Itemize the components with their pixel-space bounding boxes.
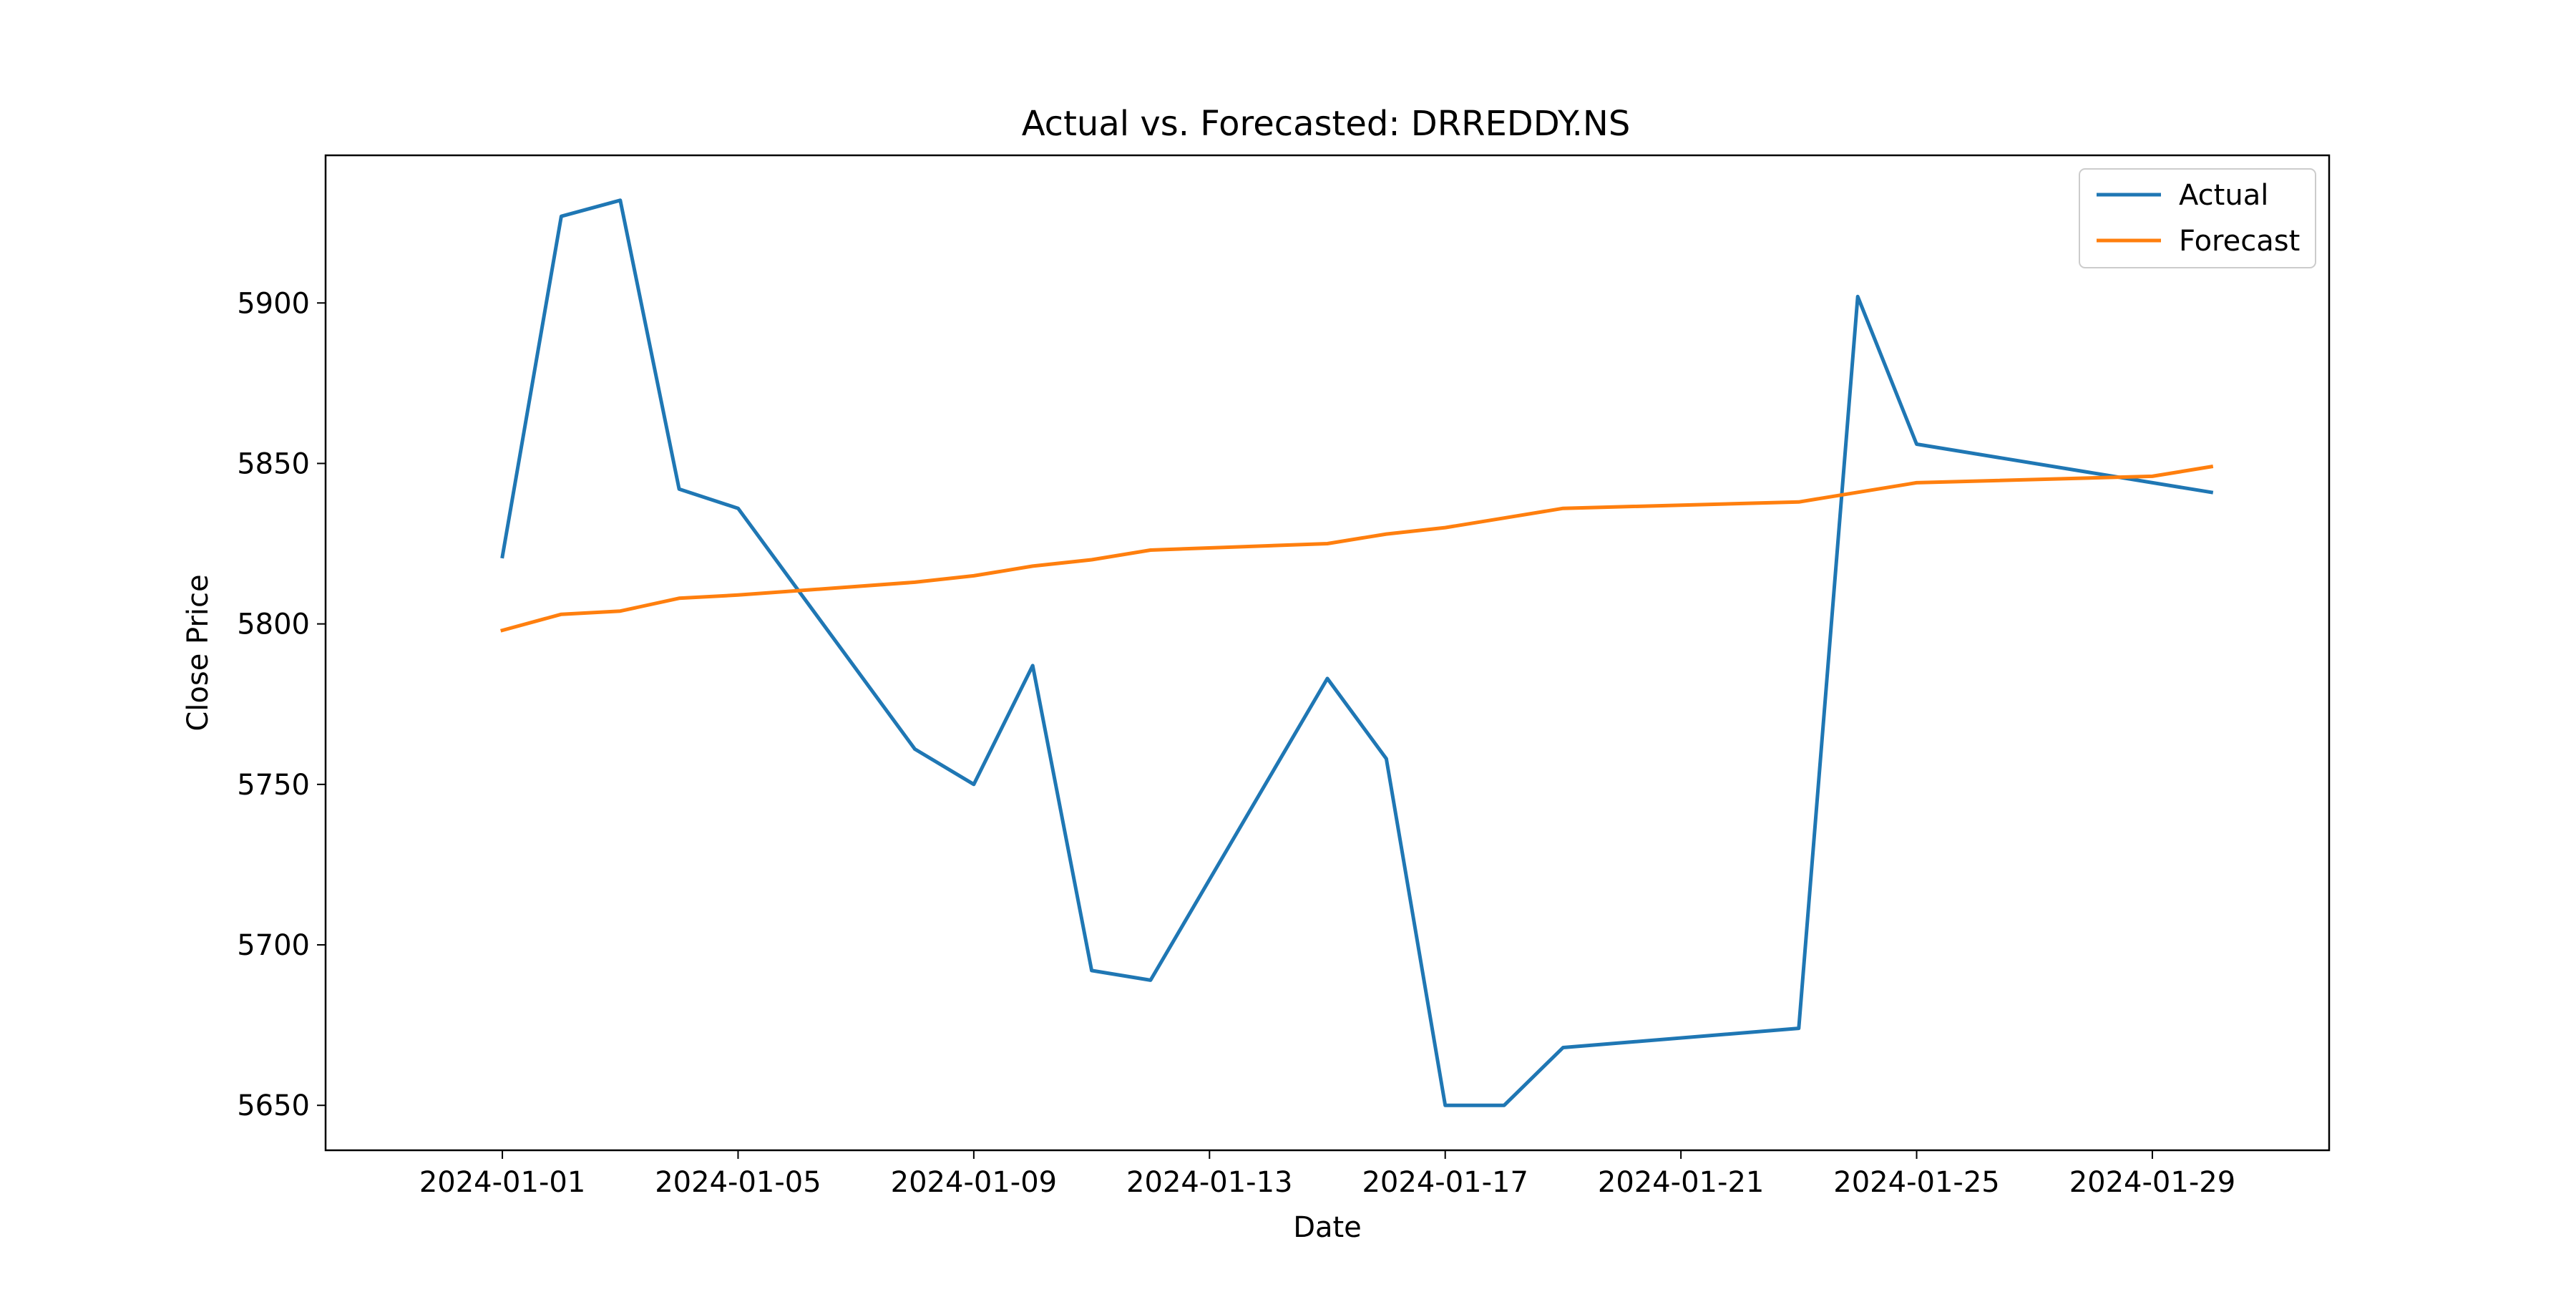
legend-label-forecast: Forecast	[2179, 225, 2300, 258]
legend-label-actual: Actual	[2179, 179, 2268, 212]
chart-title: Actual vs. Forecasted: DRREDDY.NS	[1022, 104, 1631, 144]
x-tick-label: 2024-01-05	[655, 1166, 821, 1199]
x-tick-label: 2024-01-25	[1833, 1166, 1999, 1199]
x-tick-label: 2024-01-09	[891, 1166, 1057, 1199]
y-tick-label: 5800	[237, 608, 310, 641]
x-tick-label: 2024-01-29	[2069, 1166, 2235, 1199]
y-tick-label: 5650	[237, 1089, 310, 1122]
x-axis-label: Date	[1293, 1211, 1362, 1244]
legend: Actual Forecast	[2079, 169, 2316, 268]
y-tick-label: 5750	[237, 769, 310, 802]
y-tick-label: 5900	[237, 287, 310, 320]
y-tick-label: 5700	[237, 929, 310, 962]
x-tick-label: 2024-01-01	[419, 1166, 585, 1199]
y-tick-label: 5850	[237, 447, 310, 480]
x-tick-label: 2024-01-13	[1126, 1166, 1292, 1199]
y-axis-label: Close Price	[182, 574, 215, 731]
x-tick-label: 2024-01-21	[1598, 1166, 1764, 1199]
x-tick-label: 2024-01-17	[1362, 1166, 1528, 1199]
